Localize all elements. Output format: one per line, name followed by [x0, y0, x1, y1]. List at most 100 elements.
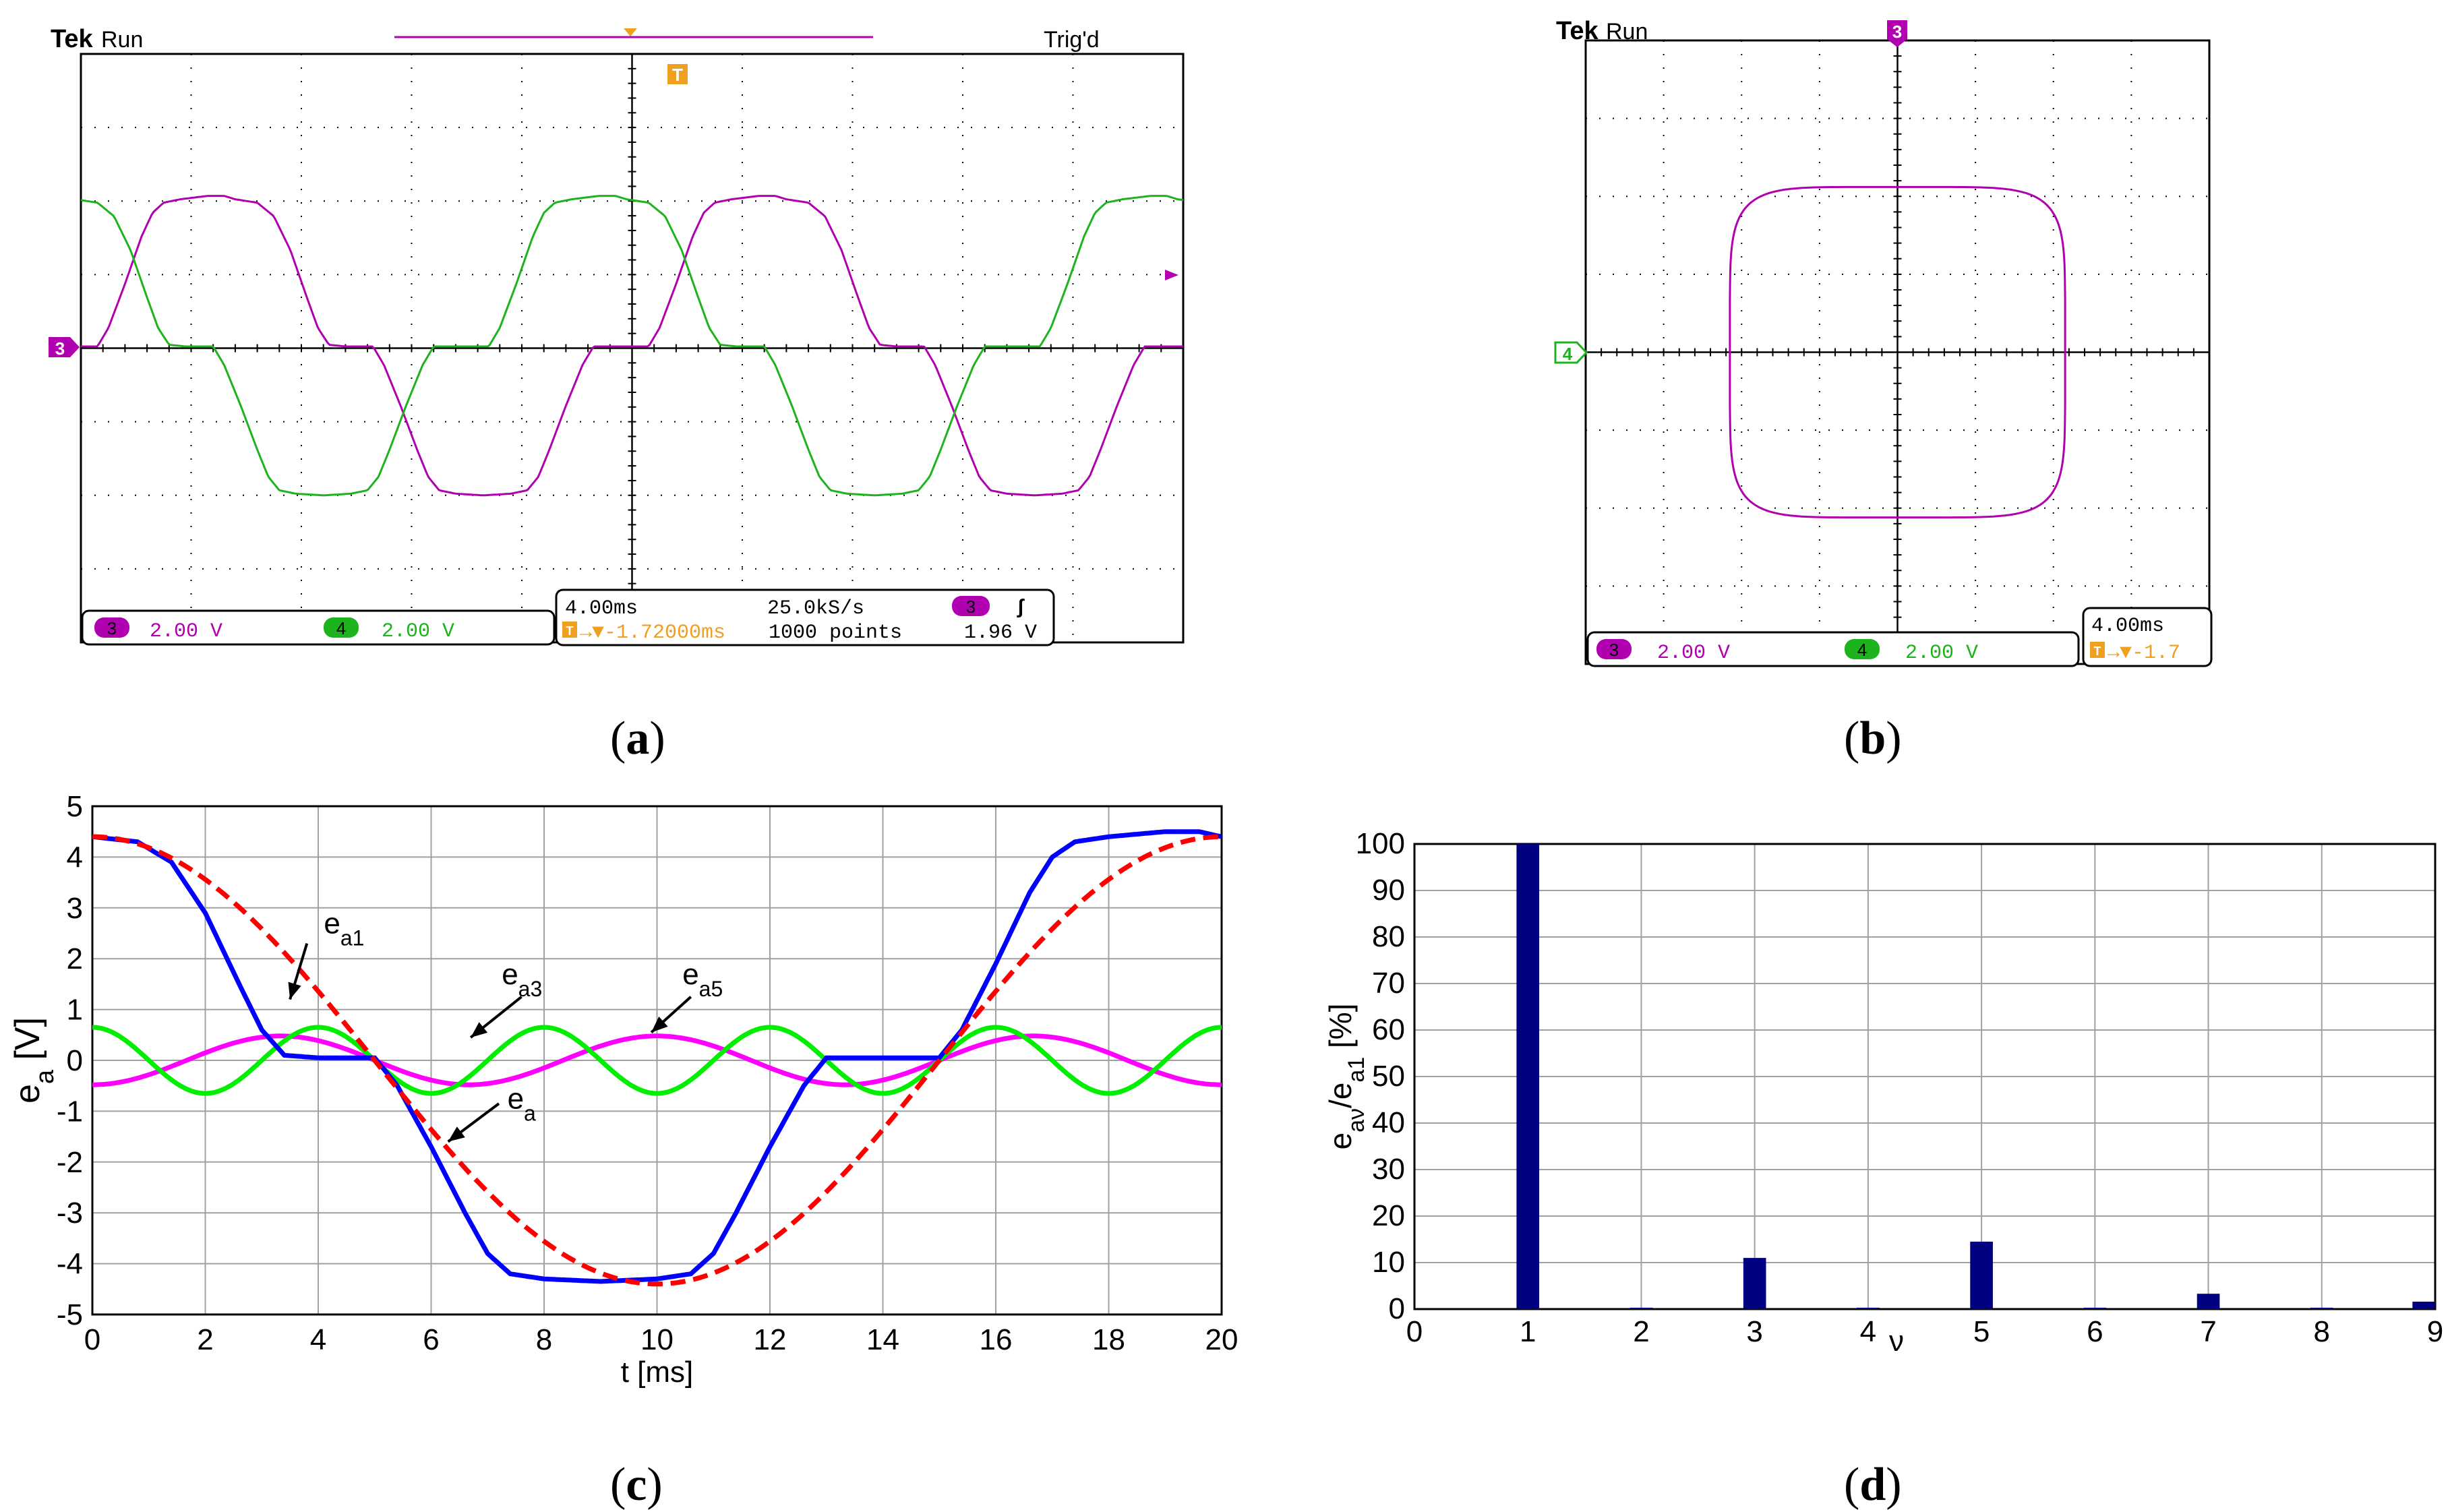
- x-tick-label: 4: [1860, 1315, 1876, 1348]
- x-tick-label: 8: [2314, 1315, 2330, 1348]
- scope-a-trigger-arrow-icon: [624, 28, 637, 36]
- scope-b-ch3-badge: [1596, 639, 1632, 659]
- xy-lissajous-trace: [1729, 185, 2066, 519]
- annotation-label: ea5: [682, 958, 723, 1001]
- y-tick-label: 90: [1372, 874, 1405, 907]
- x-tick-label: 0: [1406, 1315, 1423, 1348]
- scope-a-graticule: [80, 53, 1184, 643]
- bar-harmonic-3: [1743, 1258, 1766, 1309]
- scope-a-trigger-marker: T: [667, 64, 688, 85]
- scope-a-trig-position: →▼-1.72000ms: [580, 622, 725, 644]
- x-tick-label: 10: [640, 1323, 674, 1356]
- y-tick-label: 3: [67, 892, 83, 925]
- scope-b-trig-pos-icon-label: T: [2094, 644, 2101, 658]
- x-tick-label: 2: [197, 1323, 213, 1356]
- x-tick-label: 8: [536, 1323, 552, 1356]
- scope-a-record-length: 1000 points: [769, 622, 902, 644]
- y-tick-label: 10: [1372, 1246, 1405, 1279]
- scope-b-xy-trace: [1729, 185, 2066, 519]
- scope-b-ch4-marker: 4: [1554, 341, 1588, 364]
- scope-a-ch4-badge: [324, 617, 359, 638]
- scope-a-ch3-badge: [94, 617, 129, 638]
- x-tick-label: 18: [1092, 1323, 1125, 1356]
- y-tick-label: 70: [1372, 967, 1405, 1000]
- y-tick-label: -1: [57, 1095, 83, 1128]
- x-tick-label: 20: [1205, 1323, 1238, 1356]
- y-tick-label: 4: [67, 841, 83, 874]
- scope-a-ch3-badge-text: 3: [107, 618, 117, 638]
- scope-a-trig-source-badge: [952, 596, 990, 616]
- y-tick-label: 2: [67, 942, 83, 975]
- series-e-a1-top: [92, 834, 1222, 1287]
- scope-a-sample-rate: 25.0kS/s: [767, 597, 864, 620]
- scope-b-channel-readout: [1586, 631, 2080, 667]
- scope-b-timebase-readout: [2082, 607, 2213, 667]
- annotation-arrowhead: [288, 981, 301, 1000]
- y-tick-label: 100: [1356, 827, 1405, 860]
- scope-a-ch3-marker-label: 3: [55, 338, 65, 359]
- series-e-a5: [92, 1025, 1222, 1096]
- bar-harmonic-9: [2412, 1301, 2435, 1309]
- y-tick-label: 0: [67, 1044, 83, 1077]
- y-axis-label: ea [V]: [8, 1017, 59, 1103]
- scope-a-trig-level: 1.96 V: [964, 622, 1037, 644]
- x-tick-label: 6: [423, 1323, 439, 1356]
- spectrum-chart: 0 1 2 3 4 5 6 7 8 91009080706050403020100νeaν/ea1…: [1323, 827, 2443, 1358]
- scope-a-ch3-ground-marker: 3: [49, 337, 80, 359]
- x-tick-label: 3: [1746, 1315, 1762, 1348]
- caption-c: (c): [610, 1459, 663, 1511]
- scope-a-trig-source: 3: [966, 597, 976, 617]
- ch4-trace: [80, 195, 1184, 497]
- x-axis-label: ν: [1889, 1325, 1904, 1358]
- x-tick-label: 4: [310, 1323, 326, 1356]
- annotation-label: ea: [508, 1083, 536, 1126]
- scope-a-timebase-readout: [555, 588, 1055, 646]
- scope-b-ch4-badge: [1845, 639, 1880, 659]
- x-tick-label: 9: [2427, 1315, 2443, 1348]
- scope-panel-b: Tek Run 3 4 3 2.00 V 4 2.00 V 4.00ms T →…: [1554, 17, 2213, 764]
- y-axis-label: eaν/ea1 [%]: [1323, 1004, 1369, 1150]
- bar-harmonic-6: [2083, 1307, 2107, 1309]
- scope-b-ch4-marker-label: 4: [1563, 344, 1573, 364]
- scope-a-traces: [80, 195, 1184, 497]
- scope-a-run: Run: [101, 27, 143, 53]
- annotation-arrowhead: [651, 1017, 668, 1033]
- scope-a-timebase: 4.00ms: [565, 597, 638, 620]
- y-tick-label: 50: [1372, 1060, 1405, 1093]
- annotation-label: ea1: [324, 907, 364, 950]
- y-tick-label: -5: [57, 1298, 83, 1331]
- x-tick-label: 16: [980, 1323, 1013, 1356]
- bar-harmonic-4: [1857, 1307, 1880, 1309]
- y-tick-label: 30: [1372, 1153, 1405, 1186]
- y-tick-label: 0: [1389, 1292, 1405, 1325]
- y-tick-label: 80: [1372, 920, 1405, 953]
- scope-panel-a: Tek Run Trig'd T 3 3 2.00 V 4 2.00 V 4.0…: [49, 25, 1185, 764]
- y-tick-label: 20: [1372, 1199, 1405, 1232]
- scope-a-trigger-level-icon: [1165, 270, 1178, 280]
- x-tick-label: 12: [754, 1323, 787, 1356]
- x-tick-label: 14: [866, 1323, 899, 1356]
- y-tick-label: 5: [67, 790, 83, 823]
- annotation-label: ea3: [502, 958, 542, 1001]
- scope-b-trig-position: →▼-1.7: [2108, 642, 2180, 665]
- bar-harmonic-7: [2197, 1294, 2220, 1309]
- scope-a-status: Trig'd: [1044, 27, 1100, 53]
- series-e-a3: [92, 1033, 1222, 1087]
- caption-a: (a): [610, 713, 665, 764]
- caption-d: (d): [1844, 1459, 1902, 1511]
- plot-frame: [91, 805, 1223, 1316]
- series-e-a: [92, 829, 1222, 1284]
- scope-a-ch3-scale: 2.00 V: [150, 620, 222, 643]
- y-tick-label: -2: [57, 1146, 83, 1179]
- x-tick-label: 0: [84, 1323, 100, 1356]
- y-tick-label: 1: [67, 994, 83, 1027]
- x-tick-label: 6: [2087, 1315, 2103, 1348]
- bar-harmonic-1: [1516, 844, 1540, 1309]
- scope-b-ch3-scale: 2.00 V: [1657, 642, 1730, 665]
- y-tick-label: -3: [57, 1197, 83, 1230]
- bar-harmonic-2: [1630, 1307, 1653, 1309]
- scope-a-brand: Tek: [51, 25, 94, 53]
- scope-b-ch4-badge-text: 4: [1857, 640, 1867, 660]
